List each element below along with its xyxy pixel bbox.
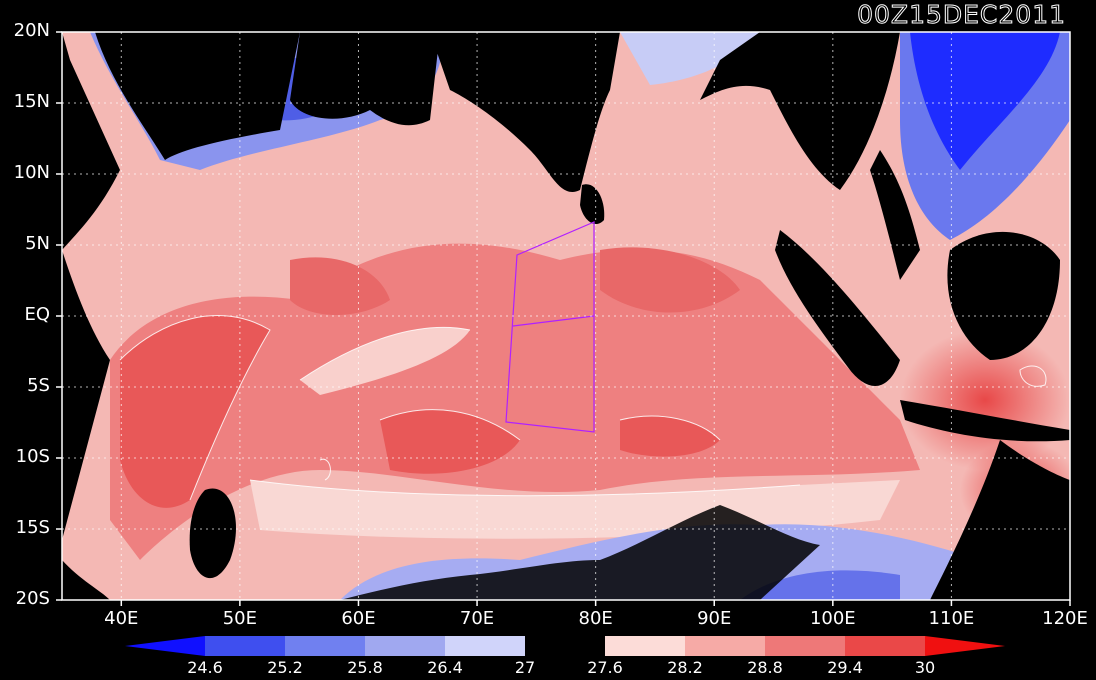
colorbar-segment — [285, 636, 366, 656]
cool-south-core — [740, 570, 900, 600]
lon-tick-label: 120E — [1042, 608, 1088, 629]
warm-core — [290, 257, 390, 315]
cool-bay — [620, 32, 760, 85]
lat-tick-label: 5S — [27, 375, 50, 396]
lon-tick-label: 80E — [578, 608, 613, 629]
colorbar — [125, 636, 1005, 656]
cool-band — [300, 327, 470, 395]
warm-core — [600, 247, 740, 313]
cool-scs-core — [910, 32, 1060, 170]
colorbar-level-label: 25.2 — [267, 658, 303, 677]
land-bay-east — [700, 32, 900, 190]
colorbar-level-label: 24.6 — [187, 658, 223, 677]
land-malaysia — [870, 150, 920, 280]
lon-tick-label: 90E — [697, 608, 732, 629]
colorbar-segment — [605, 636, 686, 656]
colorbar-level-label: 25.8 — [347, 658, 383, 677]
lon-tick-label: 50E — [222, 608, 258, 629]
colorbar-segment — [445, 636, 526, 656]
colorbar-segment — [765, 636, 846, 656]
colorbar-segment — [205, 636, 286, 656]
colorbar-segment — [525, 636, 606, 656]
lat-tick-label: EQ — [24, 304, 50, 325]
lon-tick-label: 40E — [104, 608, 139, 629]
land-madagascar — [189, 488, 236, 579]
land-australia — [930, 440, 1070, 600]
lat-tick-label: 20N — [13, 20, 50, 41]
colorbar-over-arrow — [925, 636, 1005, 656]
land-iran — [290, 32, 440, 126]
land-borneo — [947, 231, 1060, 360]
lon-tick-label: 110E — [928, 608, 975, 629]
lat-tick-label: 15S — [15, 517, 50, 538]
warm-core — [120, 315, 270, 508]
graticule — [62, 32, 1070, 600]
land-java — [900, 400, 1070, 442]
lon-tick-label: 100E — [809, 608, 856, 629]
axis-ticks — [56, 31, 1071, 606]
lat-tick-label: 10S — [15, 446, 50, 467]
colorbar-level-label: 28.2 — [667, 658, 703, 677]
land-sumatra — [775, 230, 900, 387]
lat-tick-label: 20S — [15, 588, 50, 609]
land-india — [430, 32, 620, 192]
colorbar-segment — [845, 636, 926, 656]
lon-tick-label: 60E — [341, 608, 376, 629]
colorbar-under-arrow — [125, 636, 205, 656]
colorbar-level-label: 27.6 — [587, 658, 623, 677]
overlay-box — [505, 221, 595, 433]
land-southafrica — [62, 560, 110, 600]
warm-core — [380, 409, 520, 474]
colorbar-level-label: 26.4 — [427, 658, 463, 677]
lat-tick-label: 5N — [25, 233, 50, 254]
lat-tick-label: 10N — [13, 162, 50, 183]
warm-region — [110, 243, 920, 560]
colorbar-segment — [685, 636, 766, 656]
warm-core — [620, 416, 720, 457]
lat-tick-label: 15N — [13, 91, 50, 112]
colorbar-level-label: 27 — [514, 658, 536, 677]
map-title: 00Z15DEC2011 — [857, 0, 1066, 30]
colorbar-level-label: 28.8 — [747, 658, 783, 677]
colorbar-level-label: 30 — [914, 658, 936, 677]
colorbar-level-label: 29.4 — [827, 658, 863, 677]
land-africa — [62, 250, 110, 540]
land-srilanka — [580, 184, 605, 225]
contour-lines — [119, 315, 1047, 501]
colorbar-segment — [365, 636, 446, 656]
lon-tick-label: 70E — [459, 608, 495, 629]
